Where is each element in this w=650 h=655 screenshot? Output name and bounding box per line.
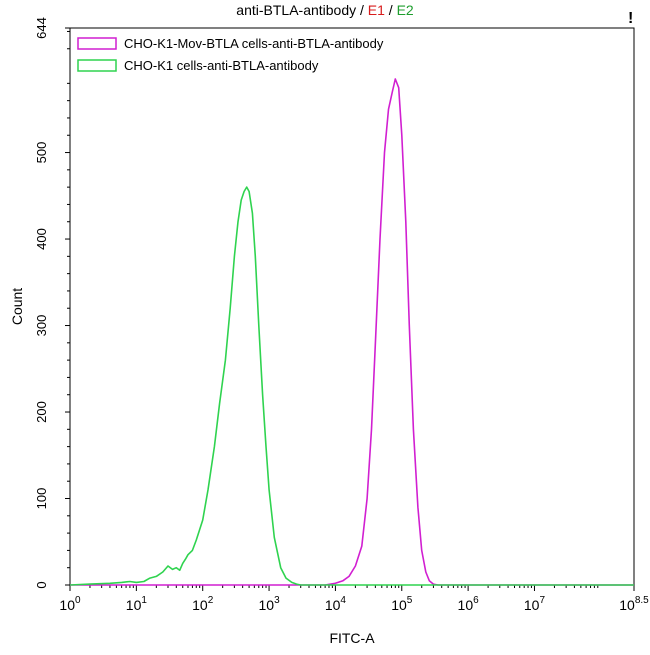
series-line-0 — [70, 78, 634, 586]
y-tick-label-100: 100 — [34, 488, 49, 510]
series-line-1 — [69, 186, 634, 586]
y-axis-label: Count — [9, 288, 25, 325]
x-tick-label-8.5: 108.5 — [619, 595, 649, 613]
x-axis-label: FITC-A — [329, 630, 375, 646]
title-part-0: anti-BTLA-antibody — [236, 2, 357, 18]
y-tick-label-500: 500 — [34, 142, 49, 164]
x-tick-label-4: 104 — [325, 595, 347, 613]
y-tick-label-300: 300 — [34, 315, 49, 337]
legend-swatch-0 — [77, 37, 117, 50]
y-tick-label-200: 200 — [34, 401, 49, 423]
plot-frame — [69, 27, 635, 586]
title-part-3: / — [384, 2, 397, 18]
title-part-4: E2 — [396, 2, 414, 18]
legend-swatch-1 — [77, 59, 117, 72]
x-tick-label-2: 102 — [192, 595, 214, 613]
legend-label-0: CHO-K1-Mov-BTLA cells-anti-BTLA-antibody — [124, 36, 384, 51]
y-tick-label-644: 644 — [34, 17, 49, 39]
chart-title: anti-BTLA-antibody / E1 / E2 — [0, 0, 650, 20]
y-tick-label-0: 0 — [34, 581, 49, 588]
alert-mark: ! — [628, 10, 634, 27]
x-tick-label-1: 101 — [126, 595, 148, 613]
x-tick-label-5: 105 — [391, 595, 413, 613]
x-tick-label-0: 100 — [59, 595, 81, 613]
title-part-2: E1 — [367, 2, 385, 18]
title-part-1: / — [356, 2, 368, 18]
legend-label-1: CHO-K1 cells-anti-BTLA-antibody — [124, 58, 319, 73]
x-tick-label-3: 103 — [258, 595, 280, 613]
y-tick-label-400: 400 — [34, 228, 49, 250]
x-tick-label-6: 106 — [458, 595, 480, 613]
x-tick-label-7: 107 — [524, 595, 546, 613]
